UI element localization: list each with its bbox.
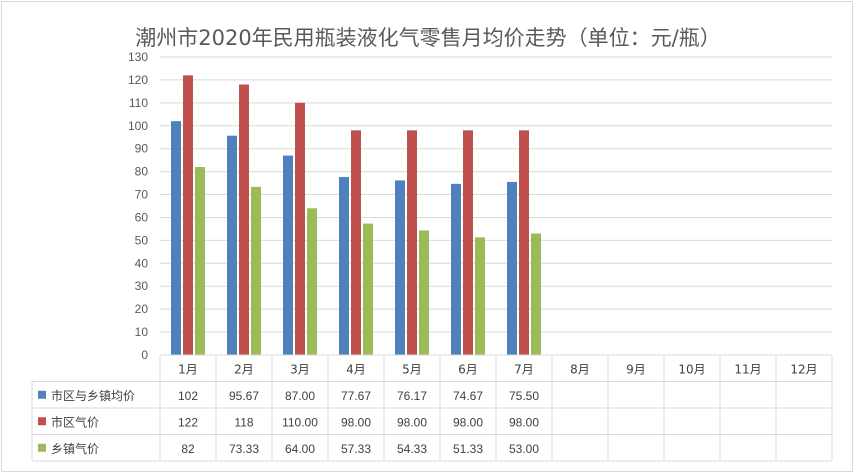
data-label: 98.00: [453, 415, 483, 429]
data-label: 53.00: [509, 442, 539, 456]
y-tick-label: 110: [129, 96, 148, 110]
bar: [451, 183, 461, 355]
bar: [351, 130, 361, 355]
y-tick-label: 120: [128, 73, 148, 87]
legend-key: [38, 417, 46, 426]
data-label: 110.00: [282, 415, 318, 429]
data-label: 122: [178, 415, 198, 429]
data-label: 77.67: [341, 389, 371, 403]
data-label: 82: [181, 442, 195, 456]
y-tick-label: 80: [135, 165, 149, 179]
data-label: 75.50: [509, 389, 539, 403]
x-tick-label: 5月: [402, 362, 422, 376]
data-label: 51.33: [453, 442, 483, 456]
data-label: 95.67: [229, 389, 259, 403]
bar: [307, 208, 317, 355]
data-label: 54.33: [397, 442, 427, 456]
y-tick-label: 70: [135, 188, 149, 202]
x-tick-label: 6月: [458, 362, 478, 376]
data-label: 74.67: [453, 389, 483, 403]
bar: [195, 167, 205, 355]
y-tick-label: 20: [135, 302, 149, 316]
legend-key: [38, 443, 46, 452]
data-label: 76.17: [397, 389, 427, 403]
series-name: 市区与乡镇均价: [51, 388, 135, 403]
data-label: 73.33: [229, 442, 259, 456]
data-label: 98.00: [509, 415, 539, 429]
bar: [227, 135, 237, 355]
bar: [475, 237, 485, 355]
bar: [171, 121, 181, 355]
bar: [251, 186, 261, 355]
bar: [363, 223, 373, 355]
bar: [507, 181, 517, 355]
bar: [295, 102, 305, 355]
x-tick-label: 3月: [290, 362, 310, 376]
bar: [395, 180, 405, 355]
x-tick-label: 8月: [570, 362, 590, 376]
bar: [519, 130, 529, 355]
x-tick-label: 2月: [234, 362, 254, 376]
y-tick-label: 90: [135, 142, 149, 156]
y-tick-label: 60: [135, 210, 149, 224]
data-label: 87.00: [285, 389, 315, 403]
y-tick-label: 0: [141, 348, 148, 362]
series-name: 乡镇气价: [51, 441, 99, 456]
series-name: 市区气价: [51, 414, 99, 429]
data-label: 118: [234, 415, 253, 429]
data-label: 102: [178, 389, 198, 403]
y-tick-label: 50: [135, 233, 149, 247]
y-tick-label: 30: [135, 279, 149, 293]
x-tick-label: 10月: [678, 362, 705, 376]
chart-title: 潮州市2020年民用瓶装液化气零售月均价走势（单位：元/瓶）: [135, 26, 721, 50]
bar: [239, 84, 249, 355]
x-tick-label: 1月: [178, 362, 198, 376]
y-tick-label: 10: [135, 325, 149, 339]
data-label: 64.00: [285, 442, 315, 456]
y-tick-label: 40: [135, 256, 149, 270]
x-tick-label: 4月: [346, 362, 366, 376]
bar: [531, 233, 541, 355]
bar: [463, 130, 473, 355]
bar: [339, 176, 349, 355]
bar: [183, 75, 193, 355]
x-tick-label: 7月: [514, 362, 534, 376]
data-label: 98.00: [341, 415, 371, 429]
legend-key: [38, 390, 46, 399]
x-tick-label: 9月: [626, 362, 646, 376]
y-tick-label: 100: [128, 119, 148, 133]
bar: [407, 130, 417, 355]
x-tick-label: 11月: [734, 362, 761, 376]
bar: [283, 155, 293, 355]
x-tick-label: 12月: [790, 362, 817, 376]
data-label: 98.00: [397, 415, 427, 429]
bar: [419, 230, 429, 355]
data-label: 57.33: [341, 442, 371, 456]
y-tick-label: 130: [128, 50, 148, 64]
